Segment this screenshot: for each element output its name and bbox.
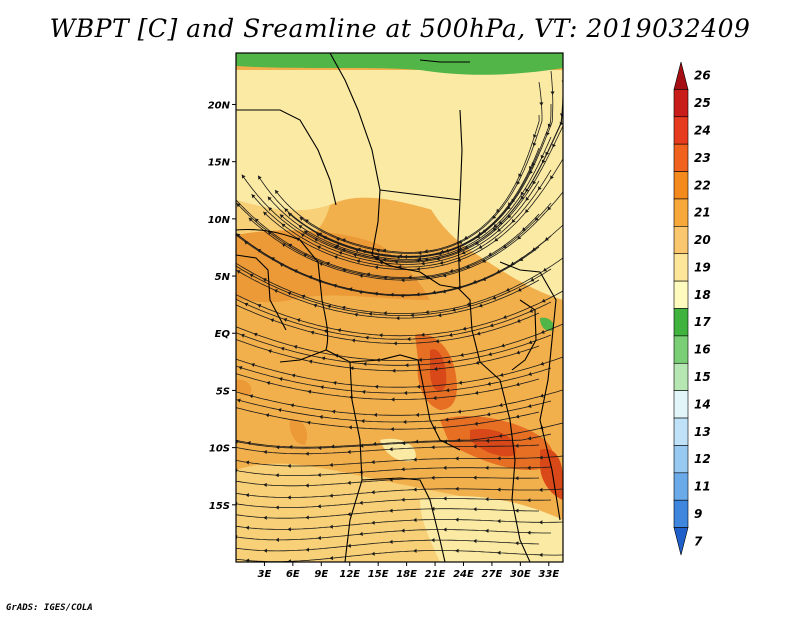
lon-tick-label: 27E xyxy=(482,569,503,580)
colorbar-label: 24 xyxy=(694,123,711,137)
lat-tick-label: 10N xyxy=(208,215,231,226)
lat-tick-label: EQ xyxy=(215,329,231,340)
map-plot xyxy=(236,53,563,562)
lon-tick-label: 18E xyxy=(396,569,417,580)
colorbar-label: 9 xyxy=(694,507,702,521)
colorbar-segment xyxy=(673,472,689,501)
colorbar-label: 20 xyxy=(694,233,711,247)
colorbar-segment xyxy=(673,335,689,364)
colorbar-label: 23 xyxy=(694,151,711,165)
colorbar-segment xyxy=(673,226,689,255)
colorbar-label: 11 xyxy=(694,480,711,494)
lon-tick-label: 15E xyxy=(368,569,389,580)
country-borders xyxy=(236,53,561,562)
colorbar-label: 14 xyxy=(694,397,711,411)
colorbar-segment xyxy=(673,308,689,337)
longitude-axis: 3E 6E 9E 12E 15E 18E 21E 24E 27E 30E 33E xyxy=(258,562,559,580)
colorbar-segment xyxy=(673,280,689,309)
colorbar-segment xyxy=(673,116,689,145)
colorbar: 26 25 24 23 22 21 20 19 18 17 16 15 14 13 12 11 9 7 xyxy=(673,61,711,556)
colorbar-label: 15 xyxy=(694,370,711,384)
lat-tick-label: 10S xyxy=(209,444,230,455)
colorbar-segment xyxy=(673,390,689,419)
colorbar-label: 7 xyxy=(694,534,703,548)
colorbar-label: 17 xyxy=(694,315,711,329)
colorbar-segment xyxy=(673,143,689,172)
lon-tick-label: 6E xyxy=(286,569,300,580)
colorbar-label: 25 xyxy=(694,96,711,110)
colorbar-label: 12 xyxy=(694,452,711,466)
streamlines xyxy=(236,60,563,562)
colorbar-segment xyxy=(673,417,689,446)
colorbar-label: 26 xyxy=(694,69,711,83)
lon-tick-label: 3E xyxy=(258,569,272,580)
colorbar-label: 13 xyxy=(694,425,711,439)
lat-tick-label: 20N xyxy=(208,100,231,111)
lon-tick-label: 9E xyxy=(314,569,328,580)
latitude-axis: 20N 15N 10N 5N EQ 5S 10S 15S xyxy=(208,100,236,512)
colorbar-cap-bottom xyxy=(673,527,689,556)
colorbar-label: 21 xyxy=(694,206,711,220)
lon-tick-label: 12E xyxy=(339,569,360,580)
colorbar-segment xyxy=(673,253,689,282)
plot-frame xyxy=(235,52,564,563)
lat-tick-label: 15S xyxy=(209,501,230,512)
colorbar-label: 22 xyxy=(694,178,711,192)
grads-credit: GrADS: IGES/COLA xyxy=(6,603,93,613)
colorbar-segment xyxy=(673,445,689,474)
colorbar-segment xyxy=(673,198,689,227)
colorbar-label: 19 xyxy=(694,260,711,274)
colorbar-segment xyxy=(673,499,689,528)
chart-title: WBPT [C] and Sreamline at 500hPa, VT: 20… xyxy=(49,14,751,43)
lon-tick-label: 21E xyxy=(425,569,446,580)
wbpt-shading xyxy=(236,53,563,562)
lon-tick-label: 33E xyxy=(538,569,559,580)
colorbar-segment xyxy=(673,89,689,118)
colorbar-label: 16 xyxy=(694,343,711,357)
lon-tick-label: 24E xyxy=(453,569,474,580)
lat-tick-label: 15N xyxy=(208,158,231,169)
lat-tick-label: 5N xyxy=(215,272,231,283)
lon-tick-label: 30E xyxy=(510,569,531,580)
colorbar-label: 18 xyxy=(694,288,711,302)
colorbar-cap-top xyxy=(673,61,689,90)
colorbar-segment xyxy=(673,171,689,200)
lat-tick-label: 5S xyxy=(216,386,230,397)
colorbar-segment xyxy=(673,362,689,391)
